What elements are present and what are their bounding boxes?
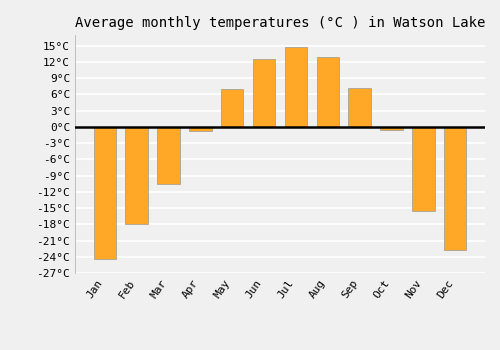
Bar bbox=[221, 89, 244, 127]
Bar bbox=[126, 127, 148, 224]
Bar bbox=[94, 127, 116, 259]
Title: Average monthly temperatures (°C ) in Watson Lake: Average monthly temperatures (°C ) in Wa… bbox=[75, 16, 485, 30]
Bar bbox=[444, 127, 466, 250]
Bar bbox=[158, 127, 180, 184]
Bar bbox=[380, 127, 402, 130]
Bar bbox=[412, 127, 434, 211]
Bar bbox=[253, 60, 275, 127]
Bar bbox=[348, 88, 371, 127]
Bar bbox=[189, 127, 212, 131]
Bar bbox=[316, 57, 339, 127]
Bar bbox=[285, 47, 307, 127]
